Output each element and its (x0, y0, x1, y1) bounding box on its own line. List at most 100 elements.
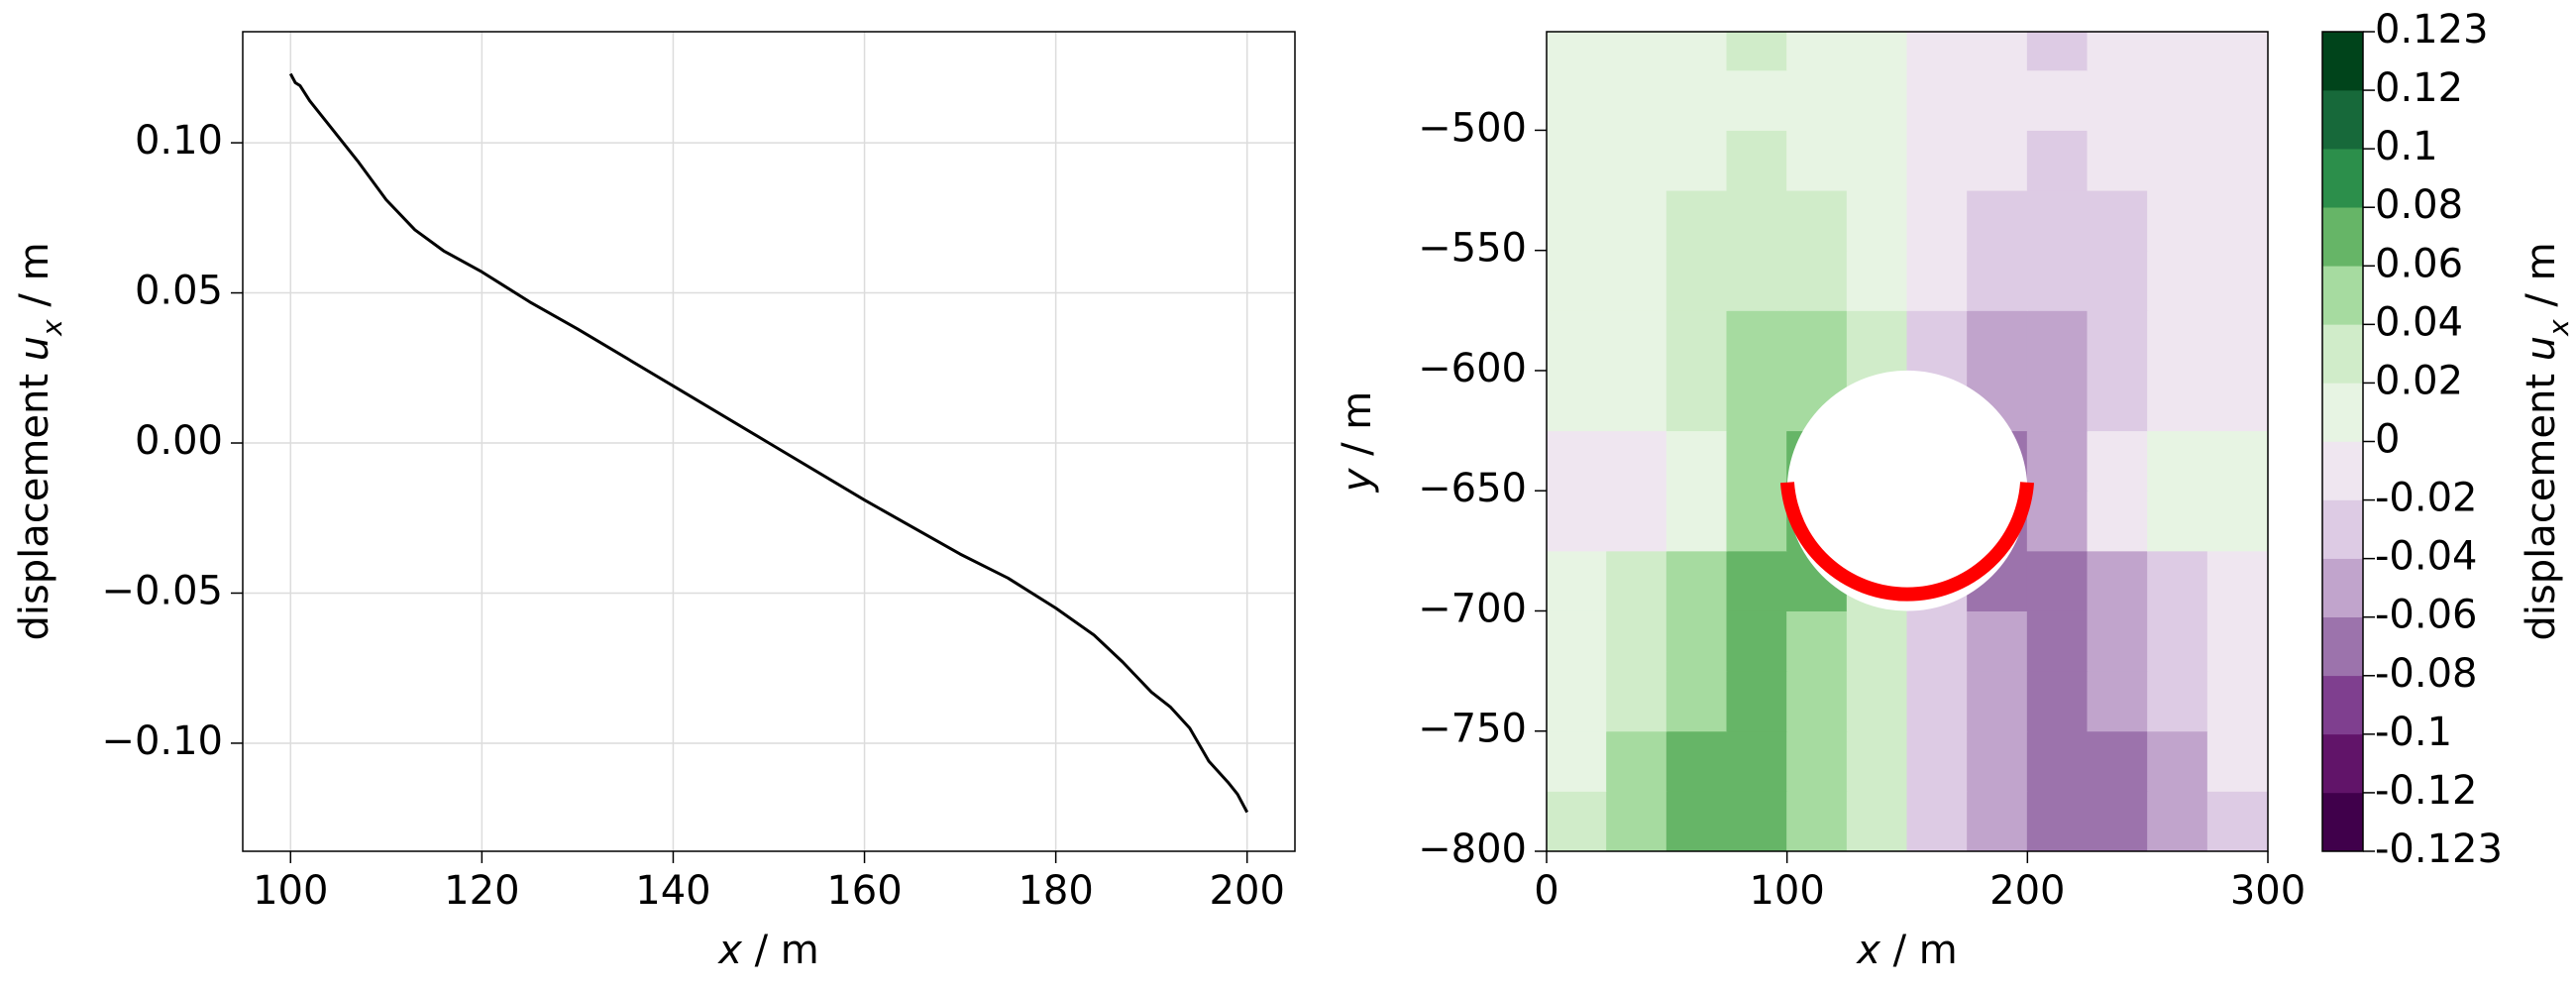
contour-cell (1665, 490, 1728, 552)
x-tick-label: 0 (1534, 868, 1558, 914)
contour-cell (1786, 69, 1848, 131)
y-axis-label-part: / m (12, 242, 57, 319)
contour-cell (2206, 189, 2268, 252)
contour-cell (1665, 69, 1728, 131)
contour-cell (2206, 309, 2268, 372)
contour-cell (1846, 730, 1908, 792)
contour-cell (1665, 189, 1728, 252)
contour-cell (1665, 609, 1728, 672)
y-tick-label: 0.00 (135, 418, 223, 464)
y-tick-label: −800 (1418, 826, 1527, 872)
contour-cell (1726, 670, 1788, 732)
contour-cell (1665, 790, 1728, 851)
contour-cell (1606, 309, 1667, 372)
tunnel-hole (1786, 370, 2028, 611)
contour-cell (1786, 670, 1848, 732)
contour-cell (1665, 550, 1728, 611)
x-tick-label: 140 (635, 868, 710, 914)
contour-cell (2147, 370, 2208, 432)
contour-cell (1906, 730, 1969, 792)
contour-cell (2087, 670, 2149, 732)
contour-cell (2206, 250, 2268, 311)
x-axis-label-part: / m (1880, 928, 1958, 973)
contour-cell (2026, 32, 2089, 71)
contour-cell (1846, 609, 1908, 672)
contour-cell (1606, 129, 1667, 191)
contour-cell (1726, 370, 1788, 432)
contour-cell (2087, 370, 2149, 432)
contour-cell (1665, 250, 1728, 311)
colorbar-bin (2322, 383, 2363, 442)
contour-cell (1726, 69, 1788, 131)
contour-cell (2087, 189, 2149, 252)
contour-cell (1547, 309, 1608, 372)
colorbar-tick-label: 0.12 (2375, 65, 2463, 111)
contour-cell (1547, 32, 1608, 71)
contour-cell (1967, 32, 2028, 71)
contour-cell (1967, 730, 2028, 792)
contour-cell (1547, 430, 1608, 492)
contour-cell (2147, 69, 2208, 131)
contour-cell (2206, 370, 2268, 432)
contour-cell (1606, 730, 1667, 792)
colorbar-bin (2322, 675, 2363, 735)
contour-cell (1786, 189, 1848, 252)
contour-cell (1547, 370, 1608, 432)
colorbar-bin (2322, 206, 2363, 267)
contour-cell (1786, 730, 1848, 792)
contour-cell (1665, 730, 1728, 792)
contour-cell (1786, 129, 1848, 191)
contour-cell (1547, 730, 1608, 792)
contour-cell (2206, 670, 2268, 732)
contour-cell (1906, 790, 1969, 851)
contour-cell (1547, 189, 1608, 252)
contour-cell (1665, 309, 1728, 372)
contour-cell (1967, 129, 2028, 191)
contour-cell (1606, 790, 1667, 851)
contour-cell (2206, 69, 2268, 131)
colorbar-tick-label: -0.1 (2375, 710, 2452, 755)
contour-cell (2087, 69, 2149, 131)
colorbar-tick-label: -0.06 (2375, 593, 2478, 638)
colorbar-tick-label: 0.06 (2375, 241, 2463, 286)
colorbar-label-part: / m (2519, 242, 2564, 319)
contour-cell (2026, 609, 2089, 672)
contour-cell (1726, 309, 1788, 372)
contour-cell (1726, 32, 1788, 71)
contour-cell (2087, 490, 2149, 552)
colorbar-label-part: x (2542, 319, 2575, 337)
contour-cell (1726, 550, 1788, 611)
x-tick-label: 160 (826, 868, 902, 914)
colorbar-bin (2322, 148, 2363, 208)
contour-cell (1606, 609, 1667, 672)
contour-cell (2147, 730, 2208, 792)
contour-cell (2087, 129, 2149, 191)
contour-cell (1606, 550, 1667, 611)
contour-cell (1967, 670, 2028, 732)
colorbar-tick-label: -0.12 (2375, 768, 2478, 814)
colorbar-frame (2321, 31, 2364, 852)
contour-cell (1547, 670, 1608, 732)
x-axis-label-part: x (716, 928, 742, 973)
contour-cell (2087, 32, 2149, 71)
contour-cell (1726, 189, 1788, 252)
contour-cell (1726, 430, 1788, 492)
contour-cell (1665, 129, 1728, 191)
y-axis-label-part: u (12, 336, 57, 361)
y-axis-label-part: x (36, 319, 68, 337)
contour-cell (1726, 609, 1788, 672)
colorbar-tick-label: -0.08 (2375, 651, 2478, 697)
contour-cell (1547, 609, 1608, 672)
contour-cell (2206, 430, 2268, 492)
x-tick-label: 300 (2230, 868, 2306, 914)
contour-cell (2206, 550, 2268, 611)
contour-cell (1846, 189, 1908, 252)
contour-cell (1665, 670, 1728, 732)
contour-cell (1547, 550, 1608, 611)
contour-cell (1967, 609, 2028, 672)
y-tick-label: 0.05 (135, 269, 223, 314)
x-tick-label: 200 (1989, 868, 2065, 914)
contour-cell (1967, 790, 2028, 851)
contour-cell (2206, 490, 2268, 552)
y-tick-label: −550 (1418, 226, 1527, 272)
